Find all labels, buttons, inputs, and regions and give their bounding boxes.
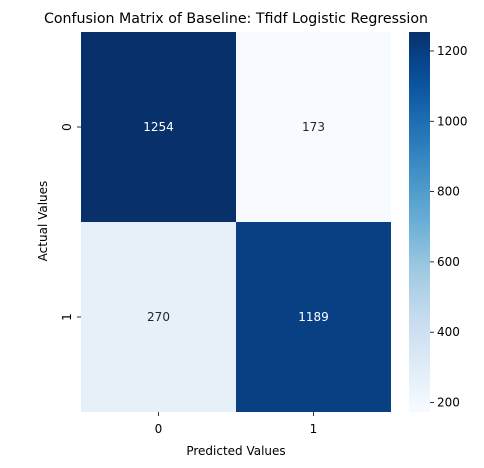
colorbar-tick-label: 1200 (437, 44, 468, 58)
y-tick-label: 1 (60, 313, 74, 321)
colorbar-tick-label: 600 (437, 255, 460, 269)
x-tick-label: 1 (310, 422, 318, 436)
chart-title: Confusion Matrix of Baseline: Tfidf Logi… (44, 11, 428, 27)
x-axis-label: Predicted Values (186, 444, 285, 458)
cell-value-0-0: 1254 (143, 120, 174, 134)
colorbar-tick-label: 200 (437, 396, 460, 410)
colorbar: 200 400 600 800 1000 1200 (409, 32, 468, 412)
colorbar-gradient (409, 32, 430, 412)
heatmap-cell-0-0 (81, 32, 236, 222)
heatmap-cell-0-1 (236, 32, 391, 222)
heatmap-cells: 1254 173 270 1189 (81, 32, 391, 412)
heatmap-cell-1-1 (236, 222, 391, 412)
colorbar-tick-label: 400 (437, 325, 460, 339)
cell-value-1-1: 1189 (298, 310, 329, 324)
x-tick-label: 0 (155, 422, 163, 436)
y-axis: 01 (60, 123, 81, 321)
cell-value-1-0: 270 (147, 310, 170, 324)
colorbar-tick-label: 1000 (437, 114, 468, 128)
y-axis-label: Actual Values (36, 181, 50, 262)
colorbar-tick-label: 800 (437, 185, 460, 199)
cell-value-0-1: 173 (302, 120, 325, 134)
heatmap-cell-1-0 (81, 222, 236, 412)
y-tick-label: 0 (60, 123, 74, 131)
